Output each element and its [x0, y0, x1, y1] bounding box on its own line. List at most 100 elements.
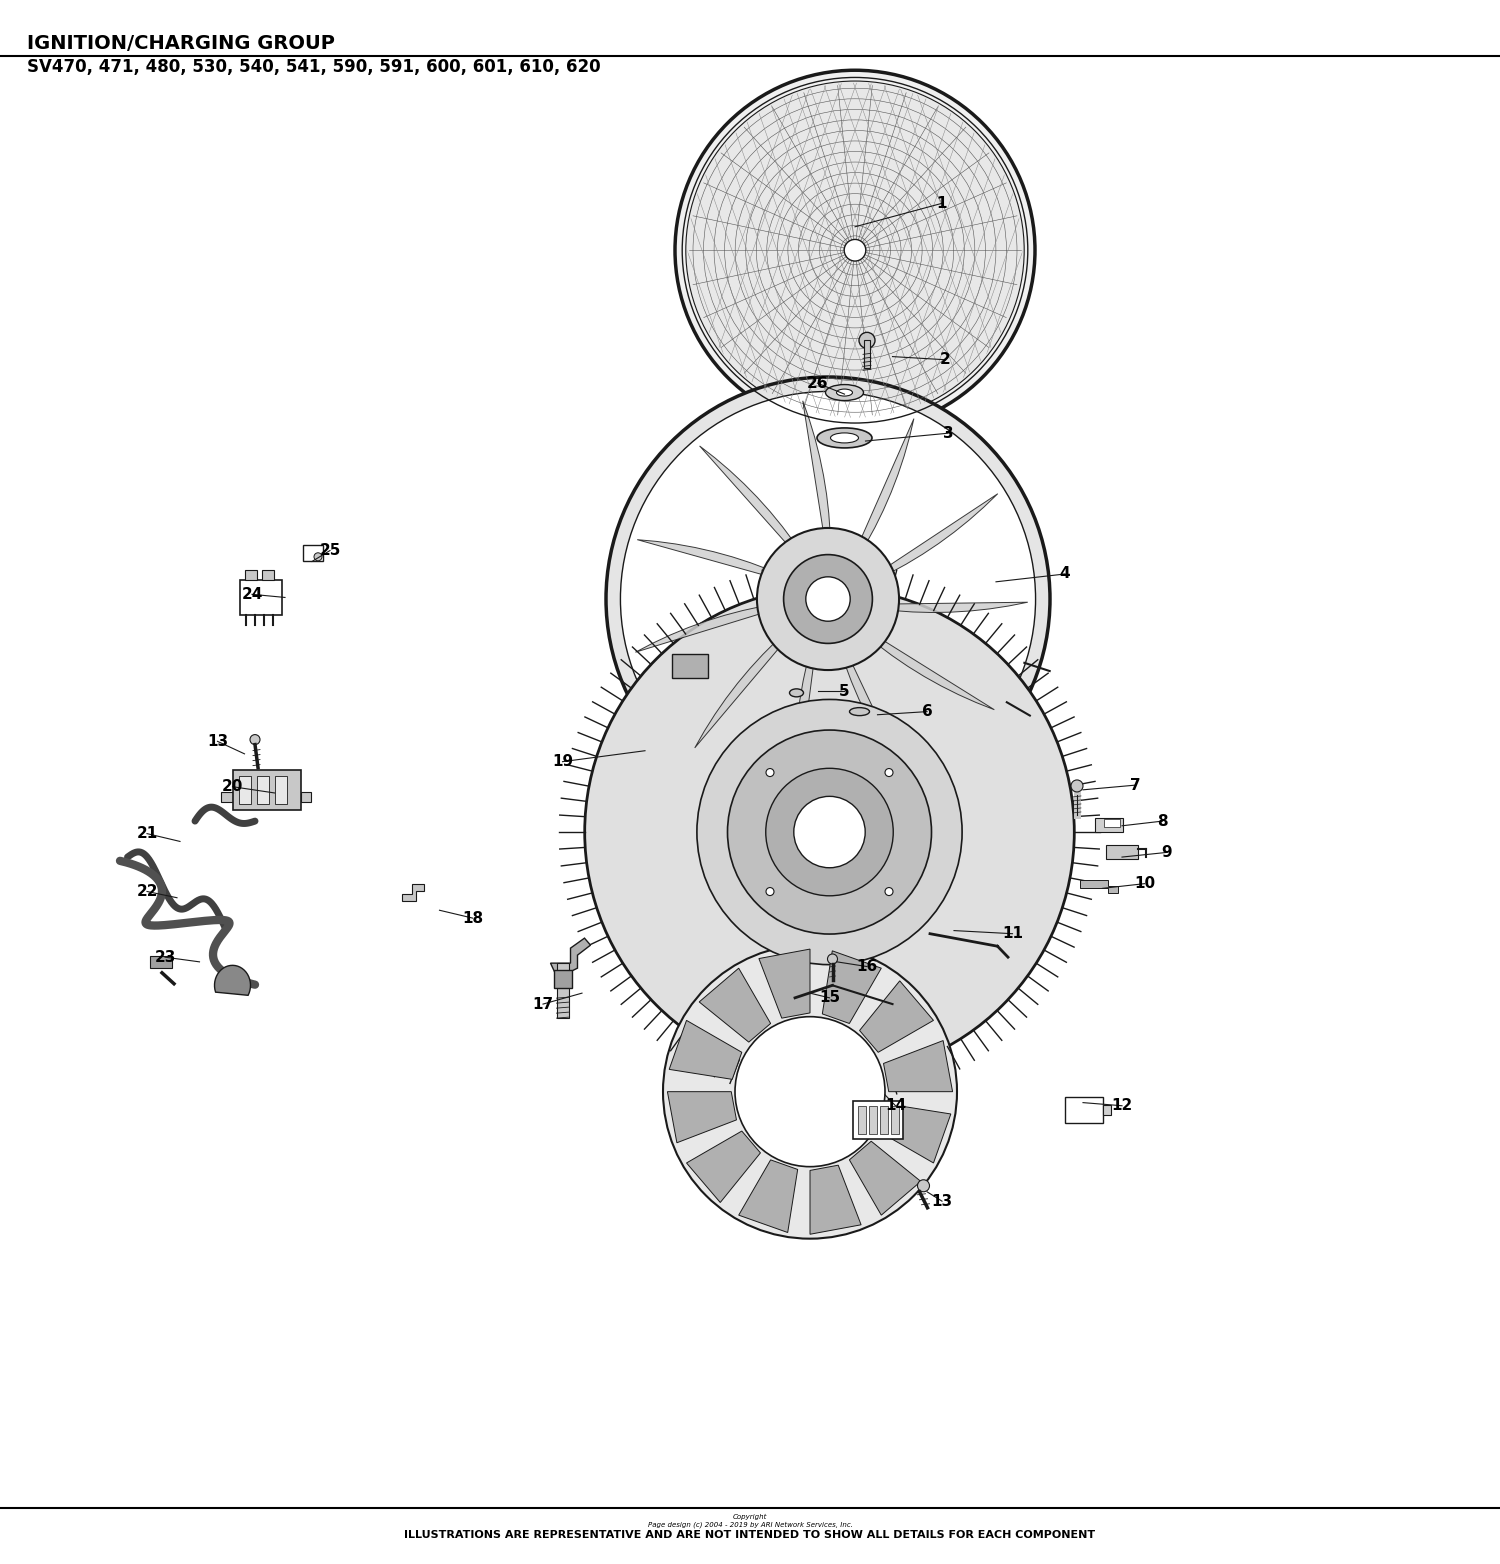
Text: 6: 6 — [921, 704, 933, 719]
FancyBboxPatch shape — [556, 963, 568, 1018]
Text: 13: 13 — [207, 734, 228, 749]
Text: 24: 24 — [242, 586, 262, 602]
Circle shape — [885, 768, 892, 777]
FancyBboxPatch shape — [870, 1106, 877, 1134]
Circle shape — [735, 1017, 885, 1167]
Circle shape — [918, 1179, 930, 1192]
FancyBboxPatch shape — [1106, 845, 1137, 859]
FancyBboxPatch shape — [238, 776, 250, 804]
Circle shape — [621, 391, 1035, 807]
FancyBboxPatch shape — [1095, 818, 1124, 832]
Text: Copyright
Page design (c) 2004 - 2019 by ARI Network Services, Inc.: Copyright Page design (c) 2004 - 2019 by… — [648, 1514, 852, 1528]
Polygon shape — [844, 662, 908, 782]
FancyBboxPatch shape — [853, 1101, 903, 1139]
Polygon shape — [214, 965, 250, 995]
Text: 8: 8 — [1156, 813, 1168, 829]
Text: SV470, 471, 480, 530, 540, 541, 590, 591, 600, 601, 610, 620: SV470, 471, 480, 530, 540, 541, 590, 591… — [27, 58, 600, 77]
Ellipse shape — [831, 433, 858, 443]
Polygon shape — [795, 662, 813, 796]
Text: 3: 3 — [942, 425, 954, 441]
FancyBboxPatch shape — [274, 776, 286, 804]
Text: 18: 18 — [462, 910, 483, 926]
Polygon shape — [802, 400, 830, 533]
Polygon shape — [694, 641, 782, 748]
Polygon shape — [878, 1104, 951, 1164]
Ellipse shape — [837, 389, 852, 396]
FancyBboxPatch shape — [244, 569, 256, 580]
Polygon shape — [687, 1131, 760, 1203]
Ellipse shape — [818, 429, 872, 447]
Circle shape — [783, 555, 873, 643]
Text: 19: 19 — [552, 754, 573, 769]
Text: 10: 10 — [1134, 876, 1155, 891]
FancyBboxPatch shape — [1065, 1096, 1102, 1123]
Ellipse shape — [789, 688, 804, 698]
Polygon shape — [884, 1040, 952, 1092]
Polygon shape — [886, 494, 998, 574]
FancyBboxPatch shape — [303, 546, 322, 561]
Text: 23: 23 — [154, 949, 176, 965]
FancyBboxPatch shape — [1104, 820, 1120, 827]
Circle shape — [251, 735, 260, 744]
FancyBboxPatch shape — [262, 569, 274, 580]
Circle shape — [766, 768, 894, 896]
Text: ILLUSTRATIONS ARE REPRESENTATIVE AND ARE NOT INTENDED TO SHOW ALL DETAILS FOR EA: ILLUSTRATIONS ARE REPRESENTATIVE AND ARE… — [405, 1530, 1095, 1539]
Circle shape — [859, 332, 874, 349]
Circle shape — [663, 945, 957, 1239]
FancyBboxPatch shape — [858, 1106, 867, 1134]
Text: 4: 4 — [1059, 566, 1071, 582]
FancyBboxPatch shape — [150, 956, 172, 968]
Text: 26: 26 — [807, 375, 828, 391]
FancyBboxPatch shape — [240, 580, 282, 615]
Circle shape — [728, 730, 932, 934]
Polygon shape — [1080, 881, 1118, 893]
Polygon shape — [699, 968, 771, 1042]
FancyBboxPatch shape — [1102, 1104, 1112, 1115]
Text: 25: 25 — [320, 543, 340, 558]
Polygon shape — [849, 1142, 921, 1215]
Polygon shape — [878, 640, 995, 710]
Text: 11: 11 — [1002, 926, 1023, 942]
Polygon shape — [894, 602, 1028, 613]
FancyBboxPatch shape — [864, 341, 870, 369]
Polygon shape — [668, 1092, 736, 1143]
FancyBboxPatch shape — [891, 1106, 900, 1134]
Polygon shape — [822, 951, 882, 1023]
Circle shape — [1071, 780, 1083, 791]
Circle shape — [314, 552, 322, 561]
Ellipse shape — [825, 385, 864, 400]
FancyBboxPatch shape — [232, 769, 300, 810]
Polygon shape — [638, 540, 768, 576]
Polygon shape — [699, 446, 794, 546]
Polygon shape — [669, 1020, 742, 1079]
Polygon shape — [738, 1160, 798, 1232]
Circle shape — [686, 81, 1024, 419]
Text: 16: 16 — [856, 959, 877, 974]
Circle shape — [806, 577, 850, 621]
Text: 1: 1 — [936, 196, 948, 211]
Circle shape — [794, 796, 865, 868]
Circle shape — [675, 70, 1035, 430]
Polygon shape — [859, 981, 933, 1053]
Text: 21: 21 — [136, 826, 158, 841]
Polygon shape — [810, 1165, 861, 1234]
Text: 15: 15 — [819, 990, 840, 1006]
Polygon shape — [550, 938, 591, 978]
Polygon shape — [759, 949, 810, 1018]
Polygon shape — [636, 607, 764, 652]
Circle shape — [698, 699, 962, 965]
Text: 17: 17 — [532, 996, 554, 1012]
FancyBboxPatch shape — [880, 1106, 888, 1134]
Text: 13: 13 — [932, 1193, 952, 1209]
Circle shape — [828, 954, 837, 963]
Circle shape — [758, 529, 898, 669]
Text: 5: 5 — [839, 683, 850, 699]
Polygon shape — [859, 419, 913, 544]
Ellipse shape — [849, 707, 870, 716]
Circle shape — [844, 239, 865, 261]
FancyBboxPatch shape — [672, 654, 708, 679]
Polygon shape — [402, 884, 424, 901]
FancyBboxPatch shape — [300, 791, 310, 802]
Text: 20: 20 — [222, 779, 243, 795]
Text: 12: 12 — [1112, 1098, 1132, 1114]
